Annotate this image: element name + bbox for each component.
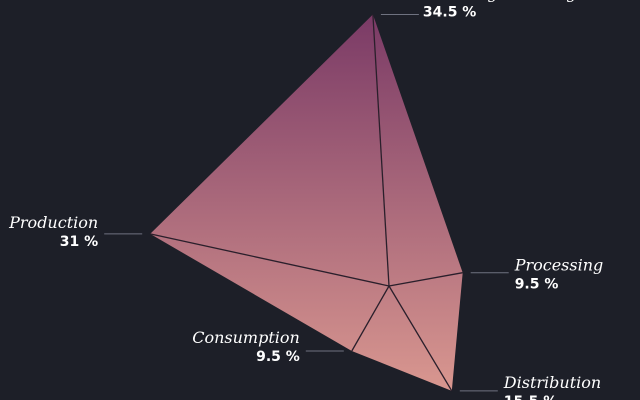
category-label: Production	[8, 213, 98, 232]
radar-spoke	[372, 14, 390, 287]
category-label: Distribution	[503, 373, 601, 392]
value-label: 34.5 %	[423, 5, 476, 21]
radar-spoke	[351, 285, 390, 352]
radar-spoke	[150, 233, 390, 287]
category-label: Handling & Storage	[422, 0, 586, 3]
value-label: 31 %	[60, 234, 98, 250]
value-label: 9.5 %	[515, 277, 559, 293]
radar-spoke	[388, 285, 453, 392]
category-label: Consumption	[192, 328, 300, 347]
radar-spoke	[388, 272, 463, 287]
value-label: 15.5 %	[504, 394, 557, 400]
radar-area	[150, 14, 463, 391]
value-label: 9.5 %	[256, 349, 300, 365]
category-label: Processing	[514, 256, 604, 275]
